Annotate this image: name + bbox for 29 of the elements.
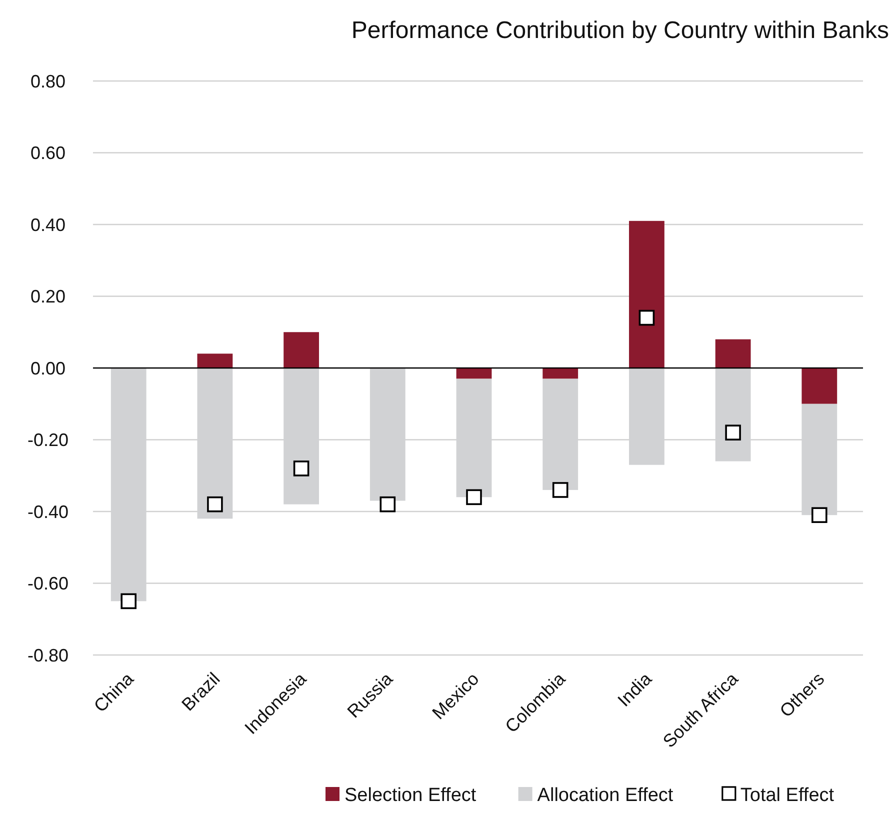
y-tick-label: -0.40 [27, 502, 69, 522]
bar [628, 220, 664, 368]
bar [802, 368, 838, 404]
chart-title: Performance Contribution by Country within Banks [351, 17, 889, 44]
bar [715, 339, 751, 368]
point [552, 482, 568, 498]
point [293, 460, 310, 476]
y-tick-label: 0.00 [30, 358, 66, 378]
point [466, 489, 482, 506]
point [638, 310, 655, 326]
bar [542, 368, 578, 379]
y-tick-label: 0.20 [30, 286, 66, 307]
bar [456, 368, 492, 379]
bar [284, 332, 320, 368]
y-tick-label: -0.80 [27, 645, 69, 666]
point [725, 424, 741, 440]
y-tick-label: -0.20 [27, 430, 69, 450]
legend-label: Total Effect [740, 785, 835, 806]
point [380, 496, 396, 512]
point [811, 507, 828, 523]
y-tick-label: -0.60 [27, 574, 69, 594]
y-tick-label: 0.60 [30, 143, 66, 164]
y-tick-label: 0.80 [30, 71, 66, 92]
legend-label: Allocation Effect [537, 785, 674, 806]
bar [197, 354, 233, 368]
y-tick-label: 0.40 [30, 214, 66, 235]
point [207, 496, 223, 512]
point [120, 593, 137, 610]
legend-label: Selection Effect [344, 785, 477, 806]
